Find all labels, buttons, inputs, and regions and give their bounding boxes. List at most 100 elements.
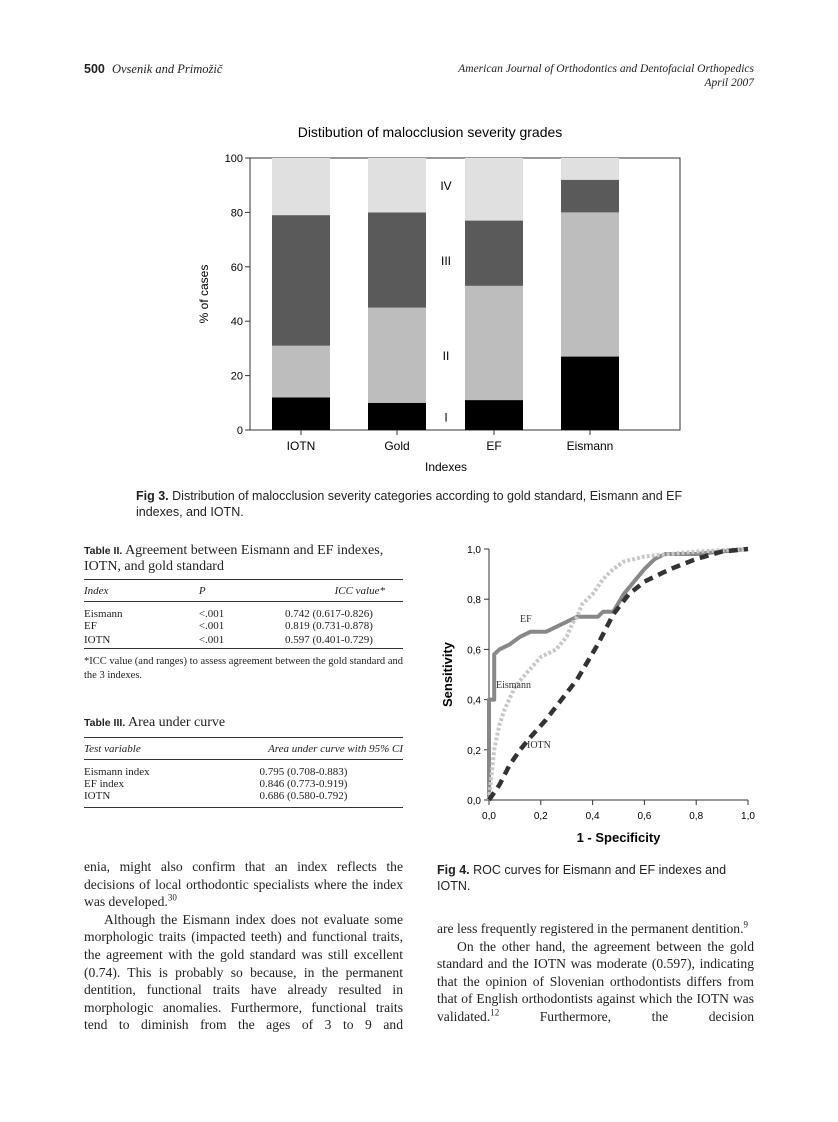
bar-segment <box>465 400 523 430</box>
y-axis-label: Sensitivity <box>440 641 455 707</box>
paragraph: Although the Eismann index does not eval… <box>84 911 403 1034</box>
y-tick-label: 100 <box>225 153 243 165</box>
paragraph: On the other hand, the agreement between… <box>437 938 754 1026</box>
cell: 0.742 (0.617-0.826) <box>284 607 373 620</box>
y-tick-label: 0 <box>237 425 243 437</box>
cell: Eismann index <box>84 765 150 778</box>
y-tick-label: 0,2 <box>467 746 481 757</box>
page-number: 500 <box>84 62 105 76</box>
y-tick-label: 60 <box>231 262 243 274</box>
table-caption: Agreement between Eismann and EF indexes… <box>84 543 384 574</box>
bar-segment <box>272 158 330 216</box>
cell: IOTN <box>84 633 111 646</box>
column-header: P <box>198 584 206 597</box>
column-right: are less frequently registered in the pe… <box>437 920 754 1026</box>
column-header: Index <box>84 584 109 597</box>
x-tick-label: IOTN <box>287 439 316 453</box>
table-label: Table III. <box>84 717 126 729</box>
table-caption: Area under curve <box>127 715 226 730</box>
bar-segment <box>465 285 523 401</box>
text: On the other hand, the agreement between… <box>437 938 754 1024</box>
caption-text: Distribution of malocclusion severity ca… <box>136 489 683 519</box>
y-tick-label: 80 <box>231 207 243 219</box>
series-label: II <box>443 349 450 363</box>
figure-caption: Fig 3. Distribution of malocclusion seve… <box>136 488 716 520</box>
x-tick-label: 1,0 <box>741 811 755 822</box>
cell: EF index <box>84 777 125 790</box>
table-title: Table II. Agreement between Eismann and … <box>84 543 403 575</box>
cell: 0.686 (0.580-0.792) <box>259 789 348 802</box>
caption-text: ROC curves for Eismann and EF indexes an… <box>437 863 727 893</box>
column-header: ICC value* <box>334 584 385 597</box>
series-label: IV <box>440 179 451 193</box>
citation: 12 <box>490 1007 500 1018</box>
x-tick-label: 0,6 <box>637 811 651 822</box>
series-label: I <box>444 410 447 424</box>
bar-segment <box>561 158 619 180</box>
date: April 2007 <box>704 77 754 89</box>
figure-4: Sensitivity 1 - Specificity 0,0 0,2 0,4 0,6 0,… <box>440 545 755 845</box>
y-tick-label: 0,0 <box>467 796 481 807</box>
text: are less frequently registered in the pe… <box>437 921 744 936</box>
roc-curve <box>487 547 749 801</box>
roc-curve <box>487 546 749 802</box>
citation: 9 <box>743 919 749 930</box>
cell: 0.846 (0.773-0.919) <box>259 777 348 790</box>
x-tick-label: Eismann <box>567 439 614 453</box>
running-head: 500 Ovsenik and Primožič <box>84 62 222 77</box>
cell: IOTN <box>84 789 111 802</box>
cell: 0.819 (0.731-0.878) <box>284 619 373 632</box>
series-label: EF <box>520 614 532 625</box>
table-2: Table II. Agreement between Eismann and … <box>84 543 403 683</box>
roc-curve <box>487 547 749 800</box>
table: Index P ICC value* Eismann <.001 0.742 (0.… <box>84 579 403 648</box>
bar-segment <box>465 220 523 286</box>
x-axis-label: Indexes <box>425 460 467 474</box>
text: Although the Eismann index does not eval… <box>84 911 403 1033</box>
cell: <.001 <box>198 607 225 620</box>
x-tick-label: 0,4 <box>586 811 600 822</box>
cell: <.001 <box>198 633 225 646</box>
x-tick-label: EF <box>486 439 501 453</box>
cell: Eismann <box>84 607 123 620</box>
y-tick-label: 1,0 <box>467 545 481 556</box>
x-tick-label: Gold <box>384 439 409 453</box>
journal-head: American Journal of Orthodontics and Den… <box>458 62 754 90</box>
cell: 0.795 (0.708-0.883) <box>259 765 348 778</box>
y-tick-label: 40 <box>231 316 243 328</box>
cell: EF <box>84 619 97 632</box>
text: Furthermore, the decision <box>499 1008 754 1024</box>
table-3: Table III. Area under curve Test variabl… <box>84 715 403 808</box>
y-axis-label: % of cases <box>197 265 211 324</box>
series-label: IOTN <box>527 740 551 751</box>
chart-title: Distibution of malocclusion severity gra… <box>298 124 563 140</box>
figure-3: Distibution of malocclusion severity gra… <box>197 124 681 474</box>
column-left: enia, might also confirm that an index r… <box>84 858 403 1034</box>
bar-segment <box>368 307 426 403</box>
paragraph: are less frequently registered in the pe… <box>437 920 754 938</box>
cell: 0.597 (0.401-0.729) <box>284 633 373 646</box>
text: enia, might also confirm that an index r… <box>84 859 403 910</box>
table-label: Table II. <box>84 545 123 557</box>
y-tick-label: 20 <box>231 371 243 383</box>
citation: 30 <box>167 892 177 903</box>
bar-segment <box>561 356 619 430</box>
x-axis-label: 1 - Specificity <box>577 830 662 845</box>
bar-segment <box>368 402 426 430</box>
x-tick-label: 0,2 <box>534 811 548 822</box>
bar-segment <box>368 212 426 308</box>
caption-label: Fig 4. <box>437 863 470 877</box>
series-label: III <box>441 254 451 268</box>
bar-segment <box>272 345 330 398</box>
table-footnote: *ICC value (and ranges) to assess agreem… <box>84 647 403 683</box>
authors: Ovsenik and Primožič <box>111 62 223 76</box>
paragraph: enia, might also confirm that an index r… <box>84 858 403 911</box>
y-tick-label: 0,8 <box>467 595 481 606</box>
bar-segment <box>561 179 619 213</box>
series-label: Eismann <box>496 680 531 691</box>
bar-segment <box>561 212 619 357</box>
bar-segment <box>465 158 523 221</box>
table: Test variable Area under curve with 95% … <box>84 737 403 808</box>
bar-segment <box>368 158 426 213</box>
